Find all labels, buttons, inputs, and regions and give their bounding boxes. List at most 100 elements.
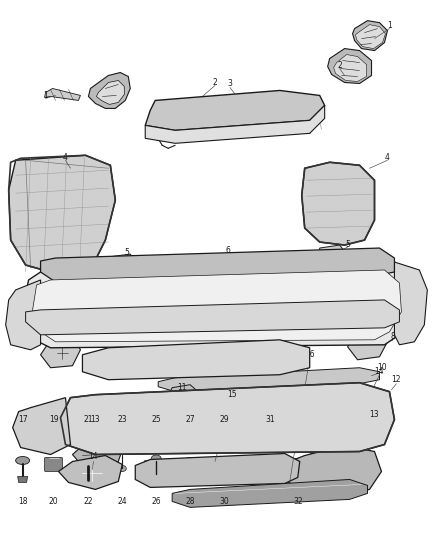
Circle shape [301, 309, 308, 316]
Text: 11: 11 [177, 383, 187, 392]
Polygon shape [168, 385, 198, 403]
Polygon shape [25, 300, 399, 335]
Ellipse shape [182, 457, 198, 472]
Text: 16: 16 [305, 350, 314, 359]
Ellipse shape [118, 465, 126, 472]
Ellipse shape [218, 458, 230, 467]
Ellipse shape [16, 456, 30, 464]
FancyBboxPatch shape [189, 461, 202, 480]
Ellipse shape [149, 418, 163, 429]
Polygon shape [334, 54, 367, 82]
Polygon shape [328, 49, 371, 84]
Text: 13: 13 [91, 415, 100, 424]
Circle shape [152, 317, 159, 324]
Text: 18: 18 [18, 497, 27, 506]
Circle shape [266, 311, 273, 318]
FancyBboxPatch shape [204, 461, 217, 480]
Polygon shape [59, 456, 122, 489]
Text: 15: 15 [227, 390, 237, 399]
Text: 14: 14 [88, 452, 98, 461]
Text: 8: 8 [390, 332, 395, 341]
Polygon shape [13, 398, 71, 455]
Polygon shape [145, 106, 325, 143]
Polygon shape [96, 80, 124, 104]
Text: 12: 12 [392, 375, 401, 384]
Text: 4: 4 [385, 153, 390, 162]
Ellipse shape [81, 456, 96, 466]
Polygon shape [41, 336, 81, 368]
Text: 24: 24 [117, 497, 127, 506]
FancyBboxPatch shape [262, 431, 278, 441]
Polygon shape [145, 91, 325, 131]
Ellipse shape [85, 415, 92, 420]
Ellipse shape [49, 418, 59, 425]
Polygon shape [32, 270, 401, 342]
Polygon shape [320, 245, 343, 257]
Circle shape [191, 314, 198, 321]
Polygon shape [60, 383, 395, 455]
Ellipse shape [151, 455, 161, 462]
Text: 14: 14 [374, 367, 384, 376]
Polygon shape [23, 262, 411, 348]
Text: 7: 7 [240, 289, 245, 298]
Text: 4: 4 [63, 153, 68, 162]
Text: 30: 30 [219, 497, 229, 506]
Text: 22: 22 [84, 497, 93, 506]
Text: 28: 28 [185, 497, 195, 506]
Text: 26: 26 [152, 497, 161, 506]
FancyBboxPatch shape [217, 433, 231, 442]
Text: 6: 6 [226, 246, 230, 255]
Polygon shape [18, 477, 28, 482]
Text: 17: 17 [18, 415, 28, 424]
Polygon shape [302, 162, 374, 245]
Polygon shape [88, 72, 130, 108]
Polygon shape [9, 155, 115, 275]
Polygon shape [356, 25, 385, 49]
FancyBboxPatch shape [249, 461, 262, 480]
Polygon shape [395, 262, 427, 345]
FancyBboxPatch shape [264, 461, 277, 480]
Polygon shape [348, 328, 388, 360]
FancyBboxPatch shape [219, 461, 232, 480]
Polygon shape [41, 248, 395, 282]
FancyBboxPatch shape [234, 461, 247, 480]
Text: 2: 2 [337, 61, 342, 70]
Text: 5: 5 [345, 239, 350, 248]
Text: 3: 3 [227, 79, 233, 88]
Polygon shape [135, 454, 300, 487]
Text: 7: 7 [312, 286, 317, 295]
Polygon shape [82, 340, 310, 379]
Text: 29: 29 [219, 415, 229, 424]
FancyBboxPatch shape [159, 461, 172, 480]
Polygon shape [282, 446, 381, 497]
Ellipse shape [78, 464, 106, 482]
Text: 27: 27 [185, 415, 195, 424]
FancyBboxPatch shape [279, 461, 292, 480]
Polygon shape [353, 21, 388, 51]
Ellipse shape [289, 458, 307, 474]
Text: 19: 19 [49, 415, 58, 424]
Text: 25: 25 [152, 415, 161, 424]
Polygon shape [6, 280, 41, 350]
Polygon shape [172, 480, 367, 507]
FancyBboxPatch shape [144, 461, 157, 480]
Polygon shape [19, 437, 27, 443]
Polygon shape [45, 88, 81, 100]
Text: 9: 9 [215, 343, 220, 352]
Text: 8: 8 [172, 349, 177, 358]
Text: 1: 1 [43, 91, 48, 100]
Polygon shape [158, 368, 379, 392]
Text: 5: 5 [125, 247, 130, 256]
Text: 21: 21 [84, 415, 93, 424]
Text: 32: 32 [293, 497, 303, 506]
FancyBboxPatch shape [114, 429, 130, 439]
Polygon shape [306, 432, 360, 459]
Text: 20: 20 [49, 497, 58, 506]
Text: 13: 13 [370, 410, 379, 419]
Polygon shape [108, 254, 135, 270]
Text: 2: 2 [212, 78, 217, 87]
Text: 23: 23 [117, 415, 127, 424]
Text: 10: 10 [378, 363, 387, 372]
Text: 31: 31 [265, 415, 275, 424]
FancyBboxPatch shape [174, 461, 187, 480]
